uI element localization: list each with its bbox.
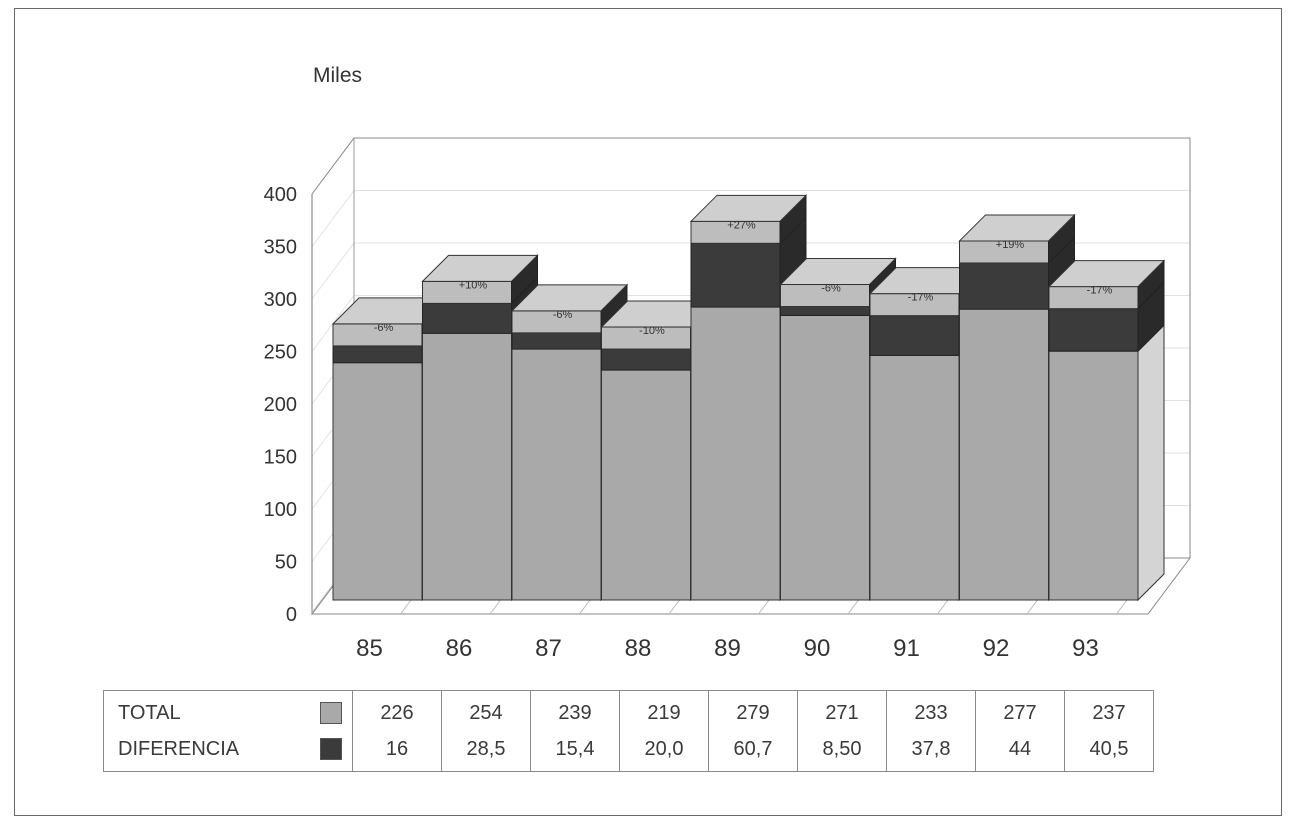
bar-top-face <box>958 214 1076 242</box>
bar-segment-diferencia <box>1048 308 1139 352</box>
table-column-86: 254 28,5 <box>441 690 531 772</box>
x-tick-label: 89 <box>714 635 741 662</box>
bar-top-face <box>689 194 808 222</box>
table-cell: 271 <box>825 702 859 724</box>
bar-side-total <box>1137 323 1165 602</box>
bar-label: -6% <box>374 322 394 334</box>
x-tick-label: 93 <box>1072 635 1099 662</box>
table-cell: 254 <box>469 702 503 724</box>
bar-top-face <box>421 254 539 282</box>
legend-swatch-diferencia <box>320 738 342 760</box>
legend-label-diferencia: DIFERENCIA <box>118 737 240 760</box>
x-tick-label: 88 <box>625 635 652 662</box>
bar-label: +19% <box>996 239 1025 251</box>
table-column-90: 271 8,50 <box>797 690 887 772</box>
bar-93: -17% <box>1047 259 1166 602</box>
y-tick-label: 400 <box>264 184 297 206</box>
bar-segment-diferencia <box>690 242 781 308</box>
legend-item-total: TOTAL <box>118 695 342 731</box>
x-tick-label: 91 <box>893 635 920 662</box>
bar-label: -10% <box>639 325 665 337</box>
bar-segment-total <box>332 362 423 601</box>
table-cell: 40,5 <box>1089 738 1129 760</box>
table-cell: 8,50 <box>822 738 862 760</box>
table-column-85: 226 16 <box>352 690 442 772</box>
table-column-92: 277 44 <box>975 690 1065 772</box>
legend-item-diferencia: DIFERENCIA <box>118 731 342 767</box>
y-tick-label: 150 <box>264 447 297 469</box>
table-cell: 37,8 <box>911 738 951 760</box>
table-cell: 233 <box>914 702 948 724</box>
bar-label: -17% <box>1087 285 1113 297</box>
bar-segment-diferencia <box>959 262 1049 310</box>
bar-top-face <box>1047 260 1166 288</box>
bar-segment-total <box>780 314 870 601</box>
table-cell: 239 <box>558 702 592 724</box>
back-wall-frame <box>311 137 1191 558</box>
table-cell: 237 <box>1092 702 1126 724</box>
data-table-body: TOTAL DIFERENCIA 226 16 254 28,5 239 15,4 2… <box>103 690 1154 772</box>
bar-segment-diferencia <box>601 348 691 371</box>
legend-swatch-total <box>320 702 342 724</box>
table-cell: 28,5 <box>466 738 506 760</box>
legend-label-total: TOTAL <box>118 701 181 724</box>
bar-segment-diferencia <box>869 315 960 356</box>
bar-segment-diferencia <box>511 332 602 350</box>
y-tick-label: 350 <box>264 237 297 259</box>
bar-label: +10% <box>459 279 488 291</box>
x-tick-label: 92 <box>983 635 1010 662</box>
chart-frame <box>14 8 1282 816</box>
bar-segment-total <box>690 306 781 601</box>
table-column-88: 219 20,0 <box>619 690 709 772</box>
table-cell: 219 <box>647 702 681 724</box>
table-cell: 277 <box>1003 702 1037 724</box>
bar-top-face <box>510 284 629 312</box>
bar-segment-total <box>1048 350 1139 601</box>
table-cell: 60,7 <box>733 738 773 760</box>
gridline <box>311 137 1190 195</box>
y-tick-label: 250 <box>264 342 297 364</box>
y-tick-label: 0 <box>286 604 297 626</box>
table-column-87: 239 15,4 <box>530 690 620 772</box>
table-cell: 15,4 <box>555 738 595 760</box>
bar-segment-total <box>511 348 602 601</box>
bar-segment-diferencia <box>422 302 512 334</box>
table-column-93: 237 40,5 <box>1064 690 1154 772</box>
table-column-89: 279 60,7 <box>708 690 798 772</box>
bar-label: +27% <box>727 219 756 231</box>
bar-segment-total <box>601 369 691 601</box>
bar-segment-total <box>959 308 1049 601</box>
floor-divider <box>310 580 337 615</box>
x-tick-label: 90 <box>804 635 831 662</box>
table-cell: 226 <box>380 702 414 724</box>
bar-label: -17% <box>908 292 934 304</box>
table-cell: 279 <box>736 702 770 724</box>
bar-segment-total <box>422 332 512 601</box>
bar-segment-total <box>869 354 960 601</box>
table-cell: 16 <box>385 738 409 760</box>
y-tick-label: 300 <box>264 289 297 311</box>
legend-cell: TOTAL DIFERENCIA <box>103 690 353 772</box>
bar-segment-diferencia <box>780 306 870 316</box>
bar-label: -6% <box>553 309 573 321</box>
y-tick-label: 50 <box>275 552 297 574</box>
x-tick-label: 85 <box>356 635 383 662</box>
bar-segment-diferencia <box>332 345 423 364</box>
y-axis-label: Miles <box>313 64 363 87</box>
x-tick-label: 87 <box>535 635 562 662</box>
table-cell: 20,0 <box>644 738 684 760</box>
x-tick-label: 86 <box>446 635 473 662</box>
bar-top-face <box>779 258 897 286</box>
bar-label: -6% <box>821 283 841 295</box>
table-column-91: 233 37,8 <box>886 690 976 772</box>
y-tick-label: 100 <box>264 499 297 521</box>
y-tick-label: 200 <box>264 394 297 416</box>
table-cell: 44 <box>1008 738 1032 760</box>
data-table: TOTAL DIFERENCIA 226 16 254 28,5 239 15,4 2… <box>103 690 1154 772</box>
